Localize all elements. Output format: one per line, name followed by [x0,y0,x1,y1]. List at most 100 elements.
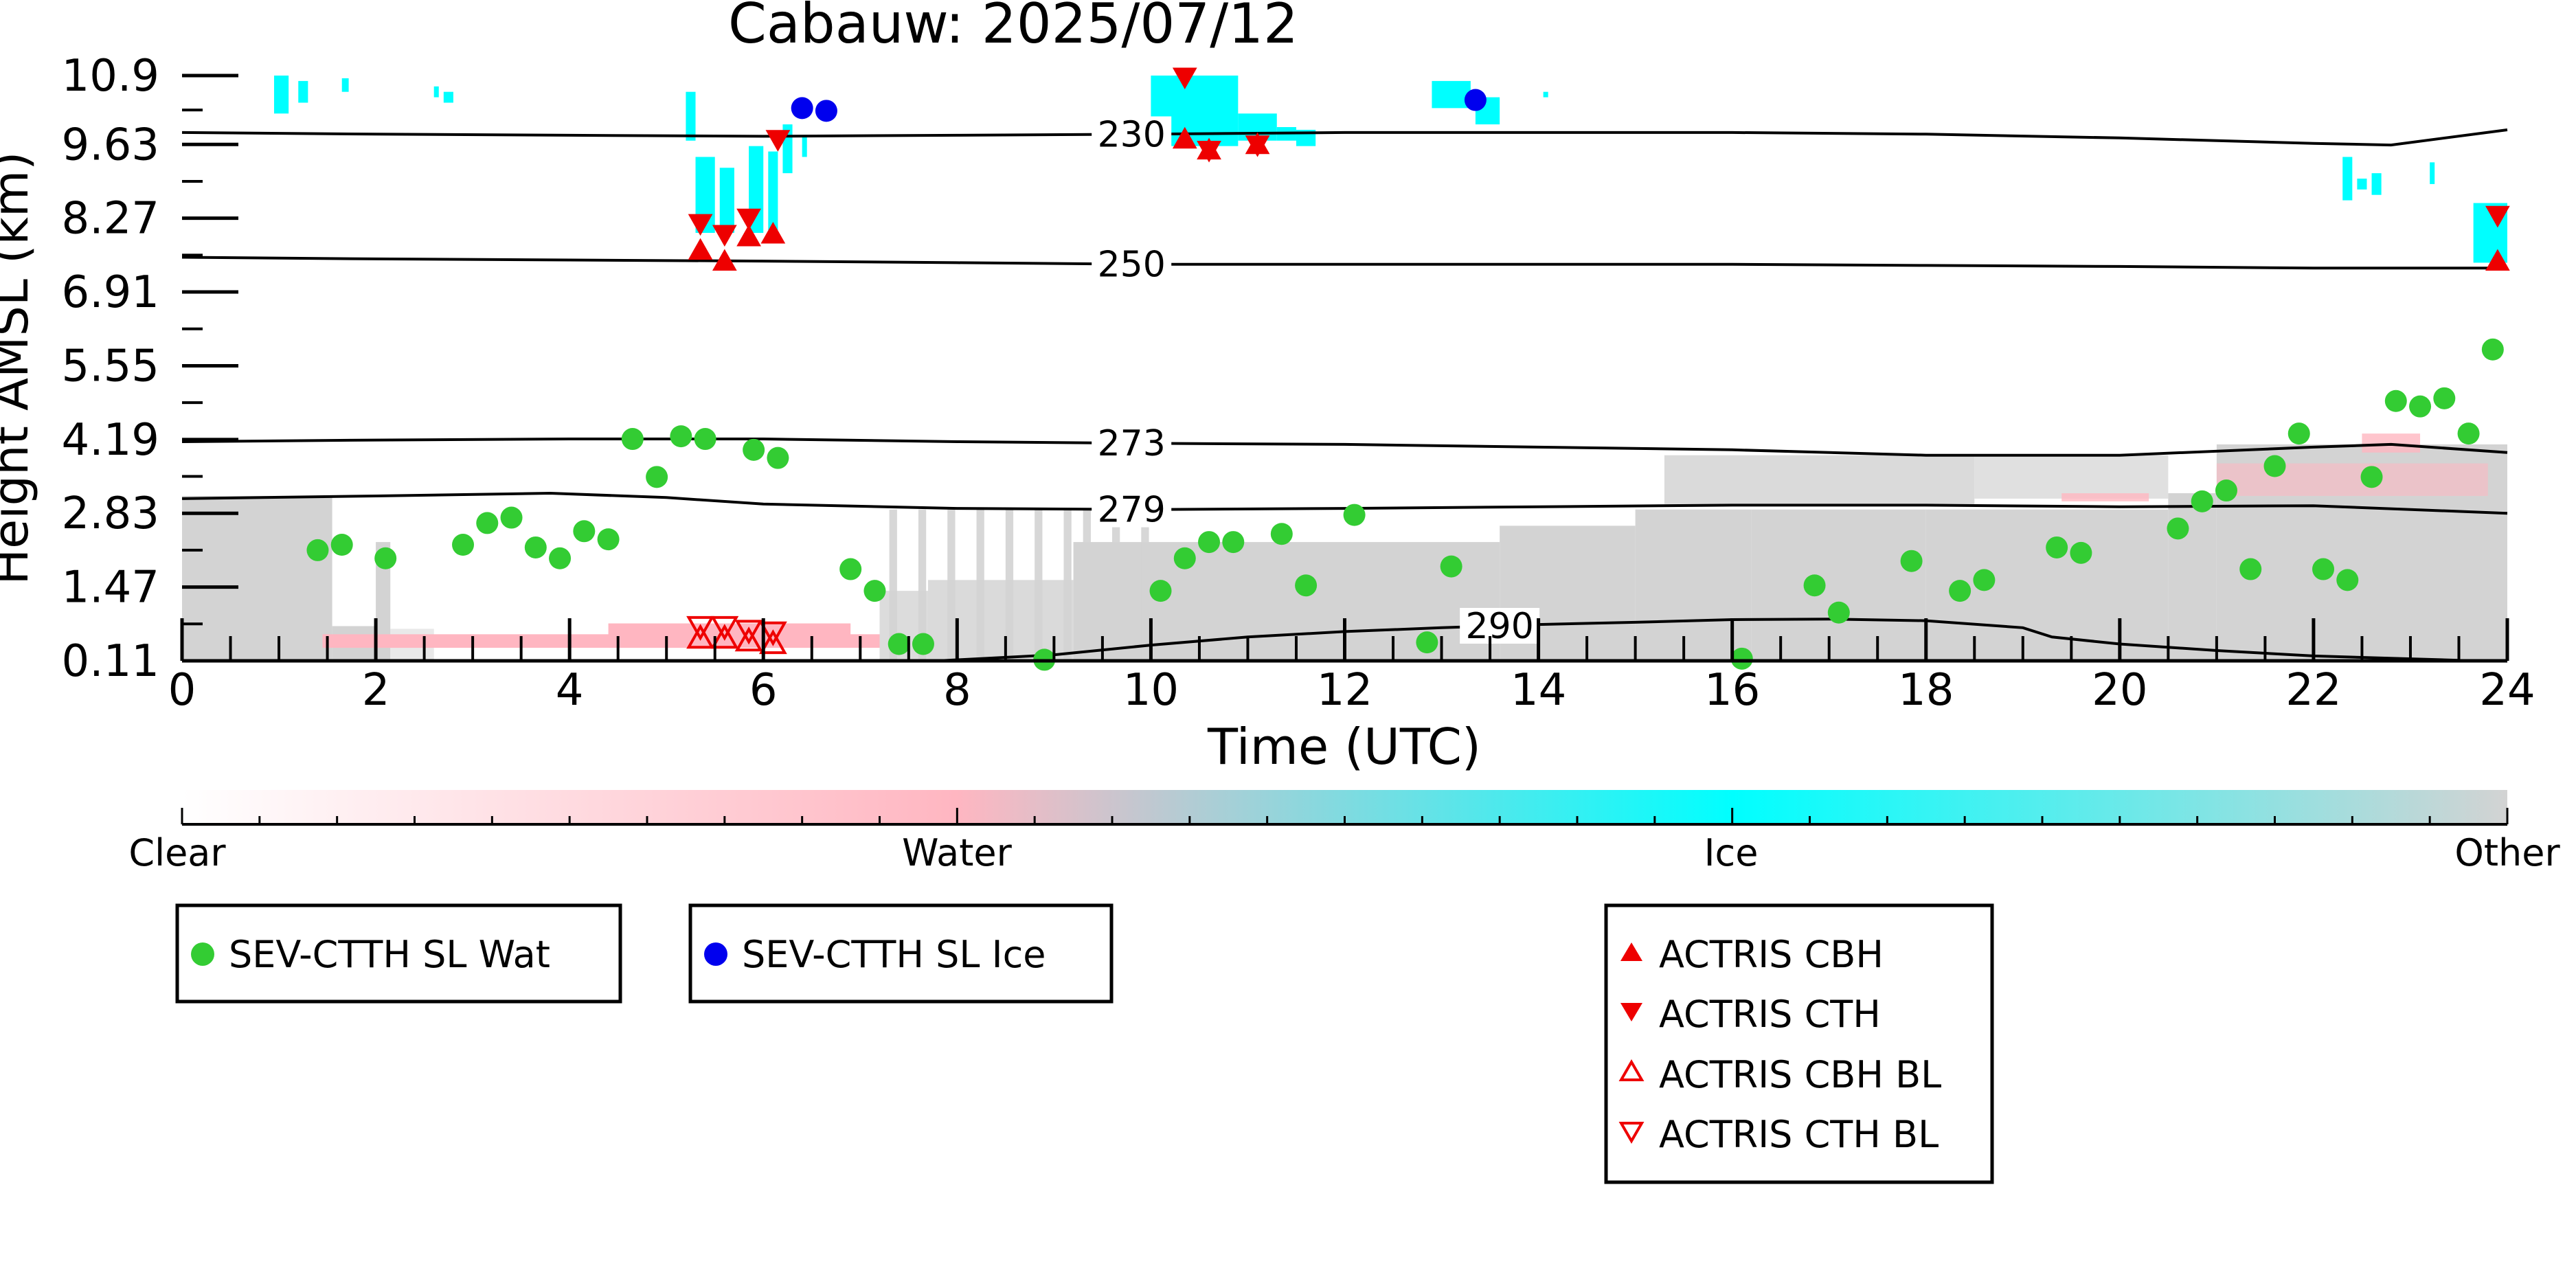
marker-sev-ctth-sl-wat [2433,387,2456,409]
x-tick-label: 22 [2285,665,2341,716]
other-streak [976,509,984,661]
marker-sev-ctth-sl-wat [1343,504,1366,526]
ice-region [1543,91,1548,98]
marker-sev-ctth-sl-wat [1440,555,1462,578]
marker-actris-cbh [2485,249,2510,271]
legend-label: SEV-CTTH SL Ice [742,933,1046,976]
isotherm-279 [181,491,2508,515]
other-streak [1083,509,1091,661]
x-axis-label: Time (UTC) [1207,718,1481,776]
legend-marker-triangle-up-open [1618,1059,1645,1081]
marker-sev-ctth-sl-wat [1198,531,1221,554]
marker-sev-ctth-sl-wat [1295,574,1318,597]
ice-region [298,80,308,103]
marker-sev-ctth-sl-wat [1270,523,1293,545]
other-streak [1141,509,1149,661]
marker-sev-ctth-sl-wat [743,438,765,461]
marker-actris-cbh [688,238,713,260]
other-streak [1063,509,1072,661]
marker-sev-ctth-sl-ice [815,100,837,122]
marker-actris-cbh [712,249,737,271]
ice-region [273,76,289,114]
x-tick-label: 4 [556,665,584,716]
marker-sev-ctth-sl-wat [888,633,910,655]
legend-box [1604,903,1994,1184]
isotherm-273 [181,438,2508,457]
marker-sev-ctth-sl-wat [1803,574,1826,597]
x-tick-label: 20 [2092,665,2147,716]
marker-sev-ctth-sl-wat [1730,647,1753,670]
y-tick-label: 10.9 [62,51,160,102]
legend-label: ACTRIS CTH [1659,993,1881,1036]
isotherm-250 [181,256,2507,270]
marker-sev-ctth-sl-wat [549,547,572,569]
colorbar-label-water: Water [902,831,1012,874]
cloud-class-field [182,76,2507,661]
marker-actris-cbh [1172,126,1197,149]
other-streak [889,509,897,661]
isotherm-label: 290 [1466,606,1534,647]
isotherm-label: 230 [1098,114,1166,155]
ice-region [341,78,349,92]
marker-actris-cth-bl [686,615,715,641]
ice-region [2371,173,2382,195]
legend-marker-triangle-down-open [1618,1122,1645,1144]
isotherm-label-bg [1092,246,1172,282]
water-region [2061,493,2149,501]
x-tick-label: 10 [1123,665,1179,716]
legend-marker-triangle-down [1620,1003,1642,1021]
marker-sev-ctth-sl-wat [2312,558,2335,580]
isotherm-label: 279 [1098,490,1166,531]
y-tick-label: 0.11 [62,636,160,687]
marker-sev-ctth-sl-wat [2263,455,2286,477]
y-tick-label: 8.27 [62,194,160,245]
marker-actris-cth [1197,141,1221,163]
marker-actris-cth [736,208,761,231]
ice-region [443,91,453,103]
marker-sev-ctth-sl-wat [452,534,475,556]
other-region [1635,509,1752,661]
marker-actris-cth-bl [758,621,787,646]
x-tick-label: 0 [168,665,196,716]
y-tick-label: 1.47 [62,563,160,613]
legend-marker-circle [191,942,214,966]
marker-sev-ctth-sl-wat [374,547,397,569]
legend-label: ACTRIS CBH BL [1659,1053,1941,1096]
marker-actris-cbh-bl [734,626,763,652]
ice-region [2357,179,2367,190]
other-region [1751,509,1926,661]
marker-sev-ctth-sl-wat [2287,422,2310,445]
cloud-height-markers [306,67,2510,671]
marker-sev-ctth-sl-wat [1149,580,1172,602]
colorbar-label-ice: Ice [1704,831,1759,874]
marker-sev-ctth-sl-ice [791,97,813,120]
marker-sev-ctth-sl-wat [670,425,692,448]
marker-sev-ctth-sl-wat [2336,569,2359,591]
marker-actris-cbh-bl [686,624,715,649]
marker-sev-ctth-sl-wat [1973,569,1996,591]
other-streak [1035,509,1043,661]
legend-box [688,903,1114,1004]
marker-sev-ctth-sl-wat [306,539,329,561]
marker-actris-cbh [760,221,786,244]
y-tick-label: 5.55 [62,341,160,392]
marker-sev-ctth-sl-wat [863,580,886,602]
marker-sev-ctth-sl-wat [1827,601,1850,624]
marker-sev-ctth-sl-wat [2239,558,2262,580]
other-region [1664,455,1975,504]
y-tick-label: 4.19 [62,415,160,466]
marker-actris-cbh [736,224,761,247]
y-axis-label: Height AMSL (km) [0,152,39,585]
marker-sev-ctth-sl-wat [500,506,523,529]
marker-sev-ctth-sl-wat [1416,631,1438,654]
ice-region [2430,162,2435,184]
marker-actris-cth [1245,135,1270,157]
marker-sev-ctth-sl-wat [2191,490,2213,512]
legend-label: ACTRIS CBH [1659,933,1884,976]
marker-sev-ctth-sl-wat [2215,479,2237,502]
colorbar: Clear Water Ice Other [128,790,2560,874]
marker-actris-cth-bl [734,620,763,645]
ice-region [2342,157,2353,201]
isotherm-label: 250 [1098,245,1166,286]
x-tick-label: 18 [1898,665,1954,716]
